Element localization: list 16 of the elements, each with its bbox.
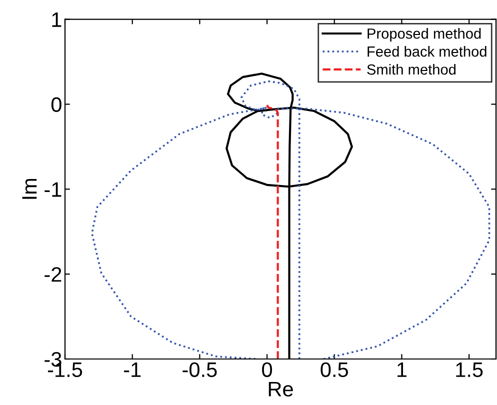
x-tick-label: 1.5	[456, 362, 483, 378]
x-tick-label: -0.5	[182, 362, 217, 378]
y-axis-title: Im	[22, 178, 37, 199]
y-tick-label: -1	[44, 182, 62, 197]
y-tick-label: 1	[52, 12, 62, 27]
x-tick-label: 0.5	[320, 362, 348, 378]
x-tick-label: -1	[124, 362, 141, 377]
y-tick-label: 0	[51, 97, 62, 112]
line-series	[266, 104, 279, 359]
x-tick-label: 0	[262, 362, 272, 378]
legend-label: Proposed method	[368, 28, 481, 42]
legend-label: Smith method	[367, 64, 456, 75]
x-axis-title: Re	[268, 382, 293, 396]
legend-label: Feed back method	[368, 46, 486, 57]
y-tick-label: -2	[44, 267, 62, 282]
x-tick-label: 1	[398, 362, 406, 377]
